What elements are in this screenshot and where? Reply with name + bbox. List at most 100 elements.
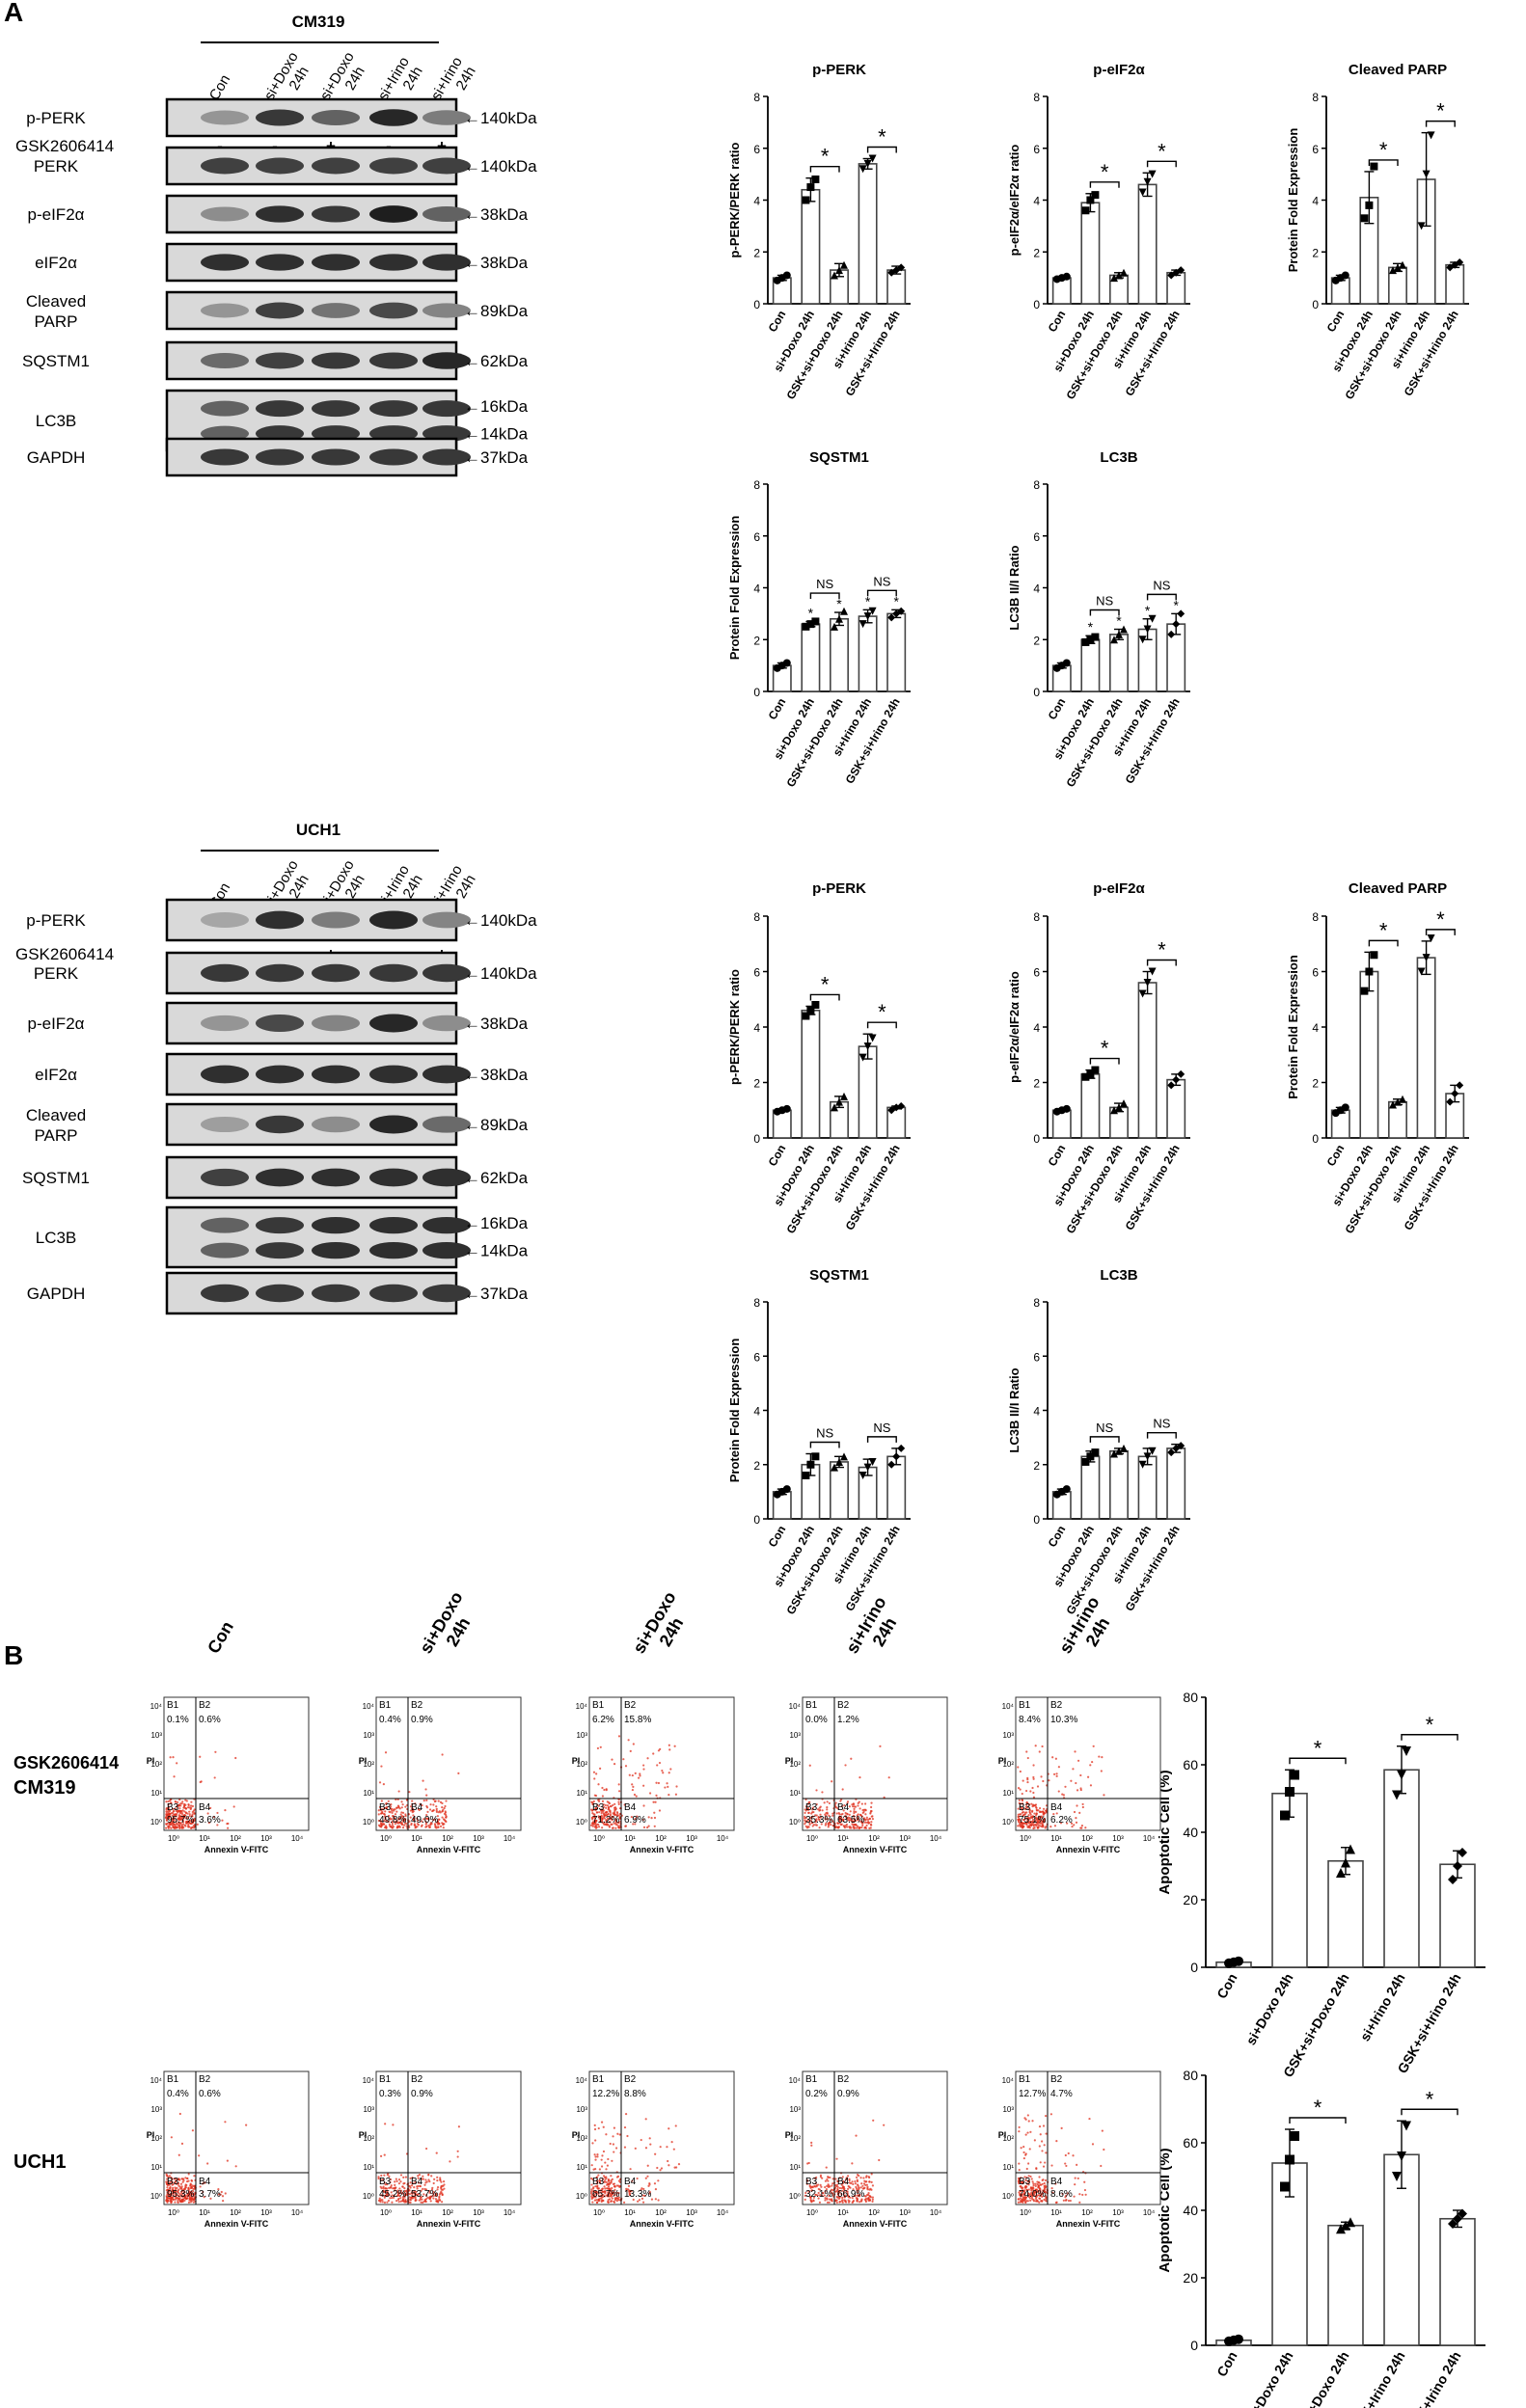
flow-event-dot: [819, 1813, 822, 1816]
flow-event-dot: [866, 1818, 870, 1821]
flow-event-dot: [439, 1800, 443, 1803]
flow-event-dot: [815, 1789, 818, 1792]
flow-event-dot: [435, 1807, 438, 1810]
flow-event-dot: [1039, 2161, 1042, 2164]
flow-event-dot: [427, 2178, 430, 2181]
flow-event-dot: [811, 1808, 814, 1811]
flow-x-axis-label: Annexin V-FITC: [1056, 2219, 1121, 2229]
flow-event-dot: [811, 1806, 815, 1809]
flow-event-dot: [836, 1807, 839, 1810]
significance-label: NS: [816, 1426, 833, 1441]
flow-event-dot: [834, 1801, 837, 1804]
flow-event-dot: [817, 1816, 820, 1819]
flow-y-tick: 10²: [789, 1760, 801, 1769]
flow-event-dot: [1045, 2115, 1048, 2118]
flow-x-tick: 10⁴: [717, 2208, 729, 2217]
flow-event-dot: [821, 2177, 824, 2179]
flow-event-dot: [436, 1821, 439, 1824]
flow-event-dot: [642, 1764, 645, 1767]
flow-y-tick: 10¹: [363, 1789, 374, 1798]
flow-event-dot: [854, 2182, 857, 2185]
flow-event-dot: [405, 1799, 409, 1801]
flow-event-dot: [840, 1805, 844, 1808]
flow-y-tick: 10⁴: [150, 1702, 163, 1711]
kda-marker: ←38kDa: [464, 1015, 529, 1033]
flow-event-dot: [189, 1807, 192, 1811]
flow-event-dot: [1017, 1813, 1020, 1816]
flow-y-tick: 10⁴: [1002, 1702, 1015, 1711]
quadrant-name: B4: [624, 2177, 637, 2187]
flow-event-dot: [862, 2177, 865, 2179]
flow-event-dot: [657, 2199, 660, 2202]
data-point: [1167, 630, 1176, 638]
flow-event-dot: [1026, 2200, 1029, 2203]
flow-event-dot: [224, 1809, 227, 1812]
protein-label-line: p-PERK: [26, 109, 86, 127]
significance-star: *: [1173, 597, 1179, 612]
flow-event-dot: [816, 1808, 820, 1811]
flow-event-dot: [853, 1815, 856, 1818]
data-point: [868, 1034, 877, 1042]
flow-event-dot: [377, 1809, 380, 1812]
bar: [1166, 1078, 1186, 1139]
flow-event-dot: [1033, 1812, 1036, 1815]
data-point: [1360, 987, 1369, 995]
flow-event-dot: [1018, 2125, 1021, 2129]
flow-event-dot: [636, 2177, 639, 2180]
flow-event-dot: [804, 1811, 806, 1814]
bar: [1383, 1769, 1420, 1968]
data-point: [1360, 214, 1369, 223]
flow-event-dot: [659, 2146, 662, 2149]
significance-label: *: [821, 972, 830, 996]
flow-event-dot: [427, 1824, 430, 1827]
flow-x-tick: 10¹: [411, 2208, 422, 2217]
flow-event-dot: [861, 1822, 864, 1825]
flow-event-dot: [872, 2119, 875, 2122]
flow-event-dot: [598, 2168, 601, 2171]
quadrant-percent: 49.0%: [411, 1815, 438, 1826]
flow-event-dot: [1024, 2153, 1027, 2156]
data-point: [1148, 967, 1157, 976]
flow-y-tick: 10⁰: [1002, 2192, 1014, 2201]
flow-event-dot: [612, 2182, 615, 2186]
flow-event-dot: [421, 1824, 423, 1826]
flow-event-dot: [172, 1756, 175, 1759]
y-tick-label: 0: [1190, 2338, 1198, 2353]
blot-band: [369, 1014, 418, 1033]
flow-event-dot: [855, 1810, 858, 1813]
flow-event-dot: [403, 1819, 406, 1823]
flow-event-dot: [641, 1818, 644, 1822]
flow-cytometry-area: Con-si+Doxo24h-si+Doxo24h+si+Irino24h-si…: [14, 1588, 1161, 2229]
flow-event-dot: [1045, 1811, 1049, 1814]
flow-event-dot: [824, 1813, 827, 1816]
flow-event-dot: [610, 1818, 613, 1821]
y-tick-label: 6: [1312, 966, 1319, 980]
protein-label: PERK: [34, 964, 79, 983]
flow-event-dot: [609, 2142, 612, 2146]
flow-event-dot: [804, 1805, 808, 1808]
data-point: [858, 620, 867, 629]
flow-event-dot: [189, 2183, 192, 2186]
data-point: [1285, 2154, 1294, 2165]
flow-event-dot: [193, 1817, 196, 1820]
flow-event-dot: [842, 1825, 845, 1827]
flow-event-dot: [400, 1800, 403, 1803]
flow-event-dot: [443, 1823, 446, 1826]
flow-event-dot: [635, 1795, 638, 1798]
flow-event-dot: [590, 1818, 594, 1821]
data-point: [1427, 934, 1435, 942]
flow-event-dot: [1043, 1820, 1046, 1823]
data-point: [1392, 2172, 1402, 2181]
flow-event-dot: [1035, 1806, 1038, 1809]
significance-bracket: [809, 993, 840, 1001]
gsk-sign: -: [272, 137, 278, 155]
flow-event-dot: [397, 2182, 401, 2185]
bar: [1359, 970, 1379, 1139]
data-point: [858, 1472, 867, 1479]
quadrant-name: B1: [592, 1700, 605, 1711]
flow-event-dot: [652, 1752, 655, 1755]
flow-event-dot: [395, 2178, 397, 2180]
